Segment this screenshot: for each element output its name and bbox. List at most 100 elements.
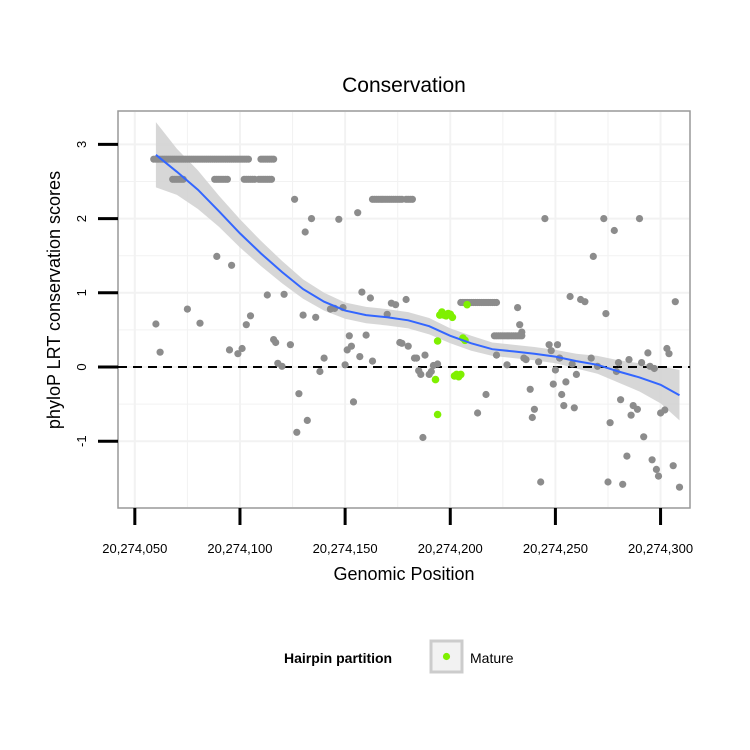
x-tick-label: 20,274,050: [102, 541, 167, 556]
data-point: [293, 428, 301, 436]
data-point: [625, 356, 633, 364]
data-point: [228, 261, 236, 269]
x-tick-label: 20,274,300: [628, 541, 693, 556]
data-point: [545, 341, 553, 349]
data-point: [278, 362, 286, 370]
data-point: [299, 311, 307, 319]
data-point: [270, 155, 278, 163]
data-point: [398, 339, 406, 347]
data-point: [295, 390, 303, 398]
data-point: [640, 433, 648, 441]
data-point: [402, 295, 410, 304]
data-point: [419, 433, 427, 442]
data-point: [526, 385, 534, 393]
data-point: [589, 252, 597, 260]
y-tick-label: -1: [74, 435, 89, 447]
data-point: [408, 195, 416, 203]
data-point: [572, 370, 581, 378]
data-point: [242, 321, 250, 329]
data-point: [547, 347, 555, 355]
data-point: [392, 301, 400, 309]
data-point: [492, 351, 501, 359]
mature-data-point: [448, 313, 457, 322]
data-point: [669, 462, 677, 470]
data-point: [644, 349, 652, 357]
data-point: [537, 478, 545, 486]
mature-data-point: [431, 375, 440, 384]
mature-data-point: [463, 300, 471, 309]
plot-panel: [117, 110, 691, 509]
data-point: [553, 341, 562, 349]
data-point: [196, 319, 204, 327]
data-point: [234, 350, 242, 358]
mature-data-point: [433, 337, 442, 345]
data-point: [246, 312, 255, 320]
data-point: [514, 304, 522, 312]
y-tick-label: 0: [74, 363, 89, 370]
data-point: [156, 348, 164, 356]
data-point: [528, 413, 536, 422]
y-tick-label: 3: [74, 141, 89, 148]
data-point: [244, 155, 252, 163]
data-point: [549, 380, 557, 388]
x-tick-label: 20,274,150: [313, 541, 378, 556]
data-point: [368, 357, 377, 365]
data-point: [652, 465, 661, 473]
data-point: [610, 226, 618, 235]
legend: Hairpin partition Mature: [284, 639, 514, 674]
legend-mature-marker: [442, 652, 451, 661]
data-point: [604, 478, 612, 486]
data-point: [560, 402, 568, 410]
data-point: [619, 480, 627, 488]
data-point: [602, 310, 610, 318]
data-point: [225, 346, 234, 354]
x-tick-label: 20,274,200: [418, 541, 483, 556]
data-point: [566, 292, 574, 301]
data-point: [671, 298, 679, 306]
data-point: [562, 378, 570, 386]
mature-data-point: [457, 370, 465, 379]
data-point: [366, 294, 374, 302]
data-point: [404, 342, 412, 350]
data-point: [341, 361, 349, 369]
x-axis: 20,274,050 20,274,100 20,274,150 20,274,200…: [102, 508, 693, 556]
data-point: [421, 351, 429, 359]
data-point: [623, 452, 631, 460]
data-point: [551, 366, 560, 374]
data-point: [316, 367, 324, 376]
x-axis-title: Genomic Position: [333, 564, 474, 584]
data-point: [280, 290, 288, 298]
data-point: [263, 291, 271, 299]
data-point: [427, 367, 435, 376]
data-point: [503, 361, 511, 369]
data-point: [627, 411, 635, 419]
data-point: [347, 342, 355, 350]
y-axis: 3 2 1 0 -1: [74, 141, 118, 447]
data-point: [568, 360, 576, 368]
data-point: [335, 215, 343, 223]
data-point: [482, 390, 490, 399]
data-point: [530, 405, 539, 413]
data-point: [492, 298, 501, 307]
data-point: [606, 419, 614, 427]
data-point: [362, 331, 370, 339]
data-point: [581, 298, 589, 306]
data-point: [358, 288, 366, 296]
data-point: [312, 313, 320, 321]
data-point: [518, 328, 526, 336]
data-point: [648, 456, 656, 464]
data-point: [434, 360, 442, 368]
data-point: [320, 354, 328, 362]
smooth-line: [155, 154, 680, 397]
data-point: [152, 320, 160, 328]
y-tick-label: 1: [74, 289, 89, 296]
data-point: [345, 332, 353, 340]
data-point: [301, 228, 309, 236]
data-point: [354, 209, 362, 217]
data-point: [650, 364, 658, 373]
data-point: [307, 215, 316, 223]
data-point: [535, 358, 543, 366]
data-point: [638, 359, 646, 367]
data-point: [349, 398, 358, 406]
data-point: [417, 370, 425, 378]
